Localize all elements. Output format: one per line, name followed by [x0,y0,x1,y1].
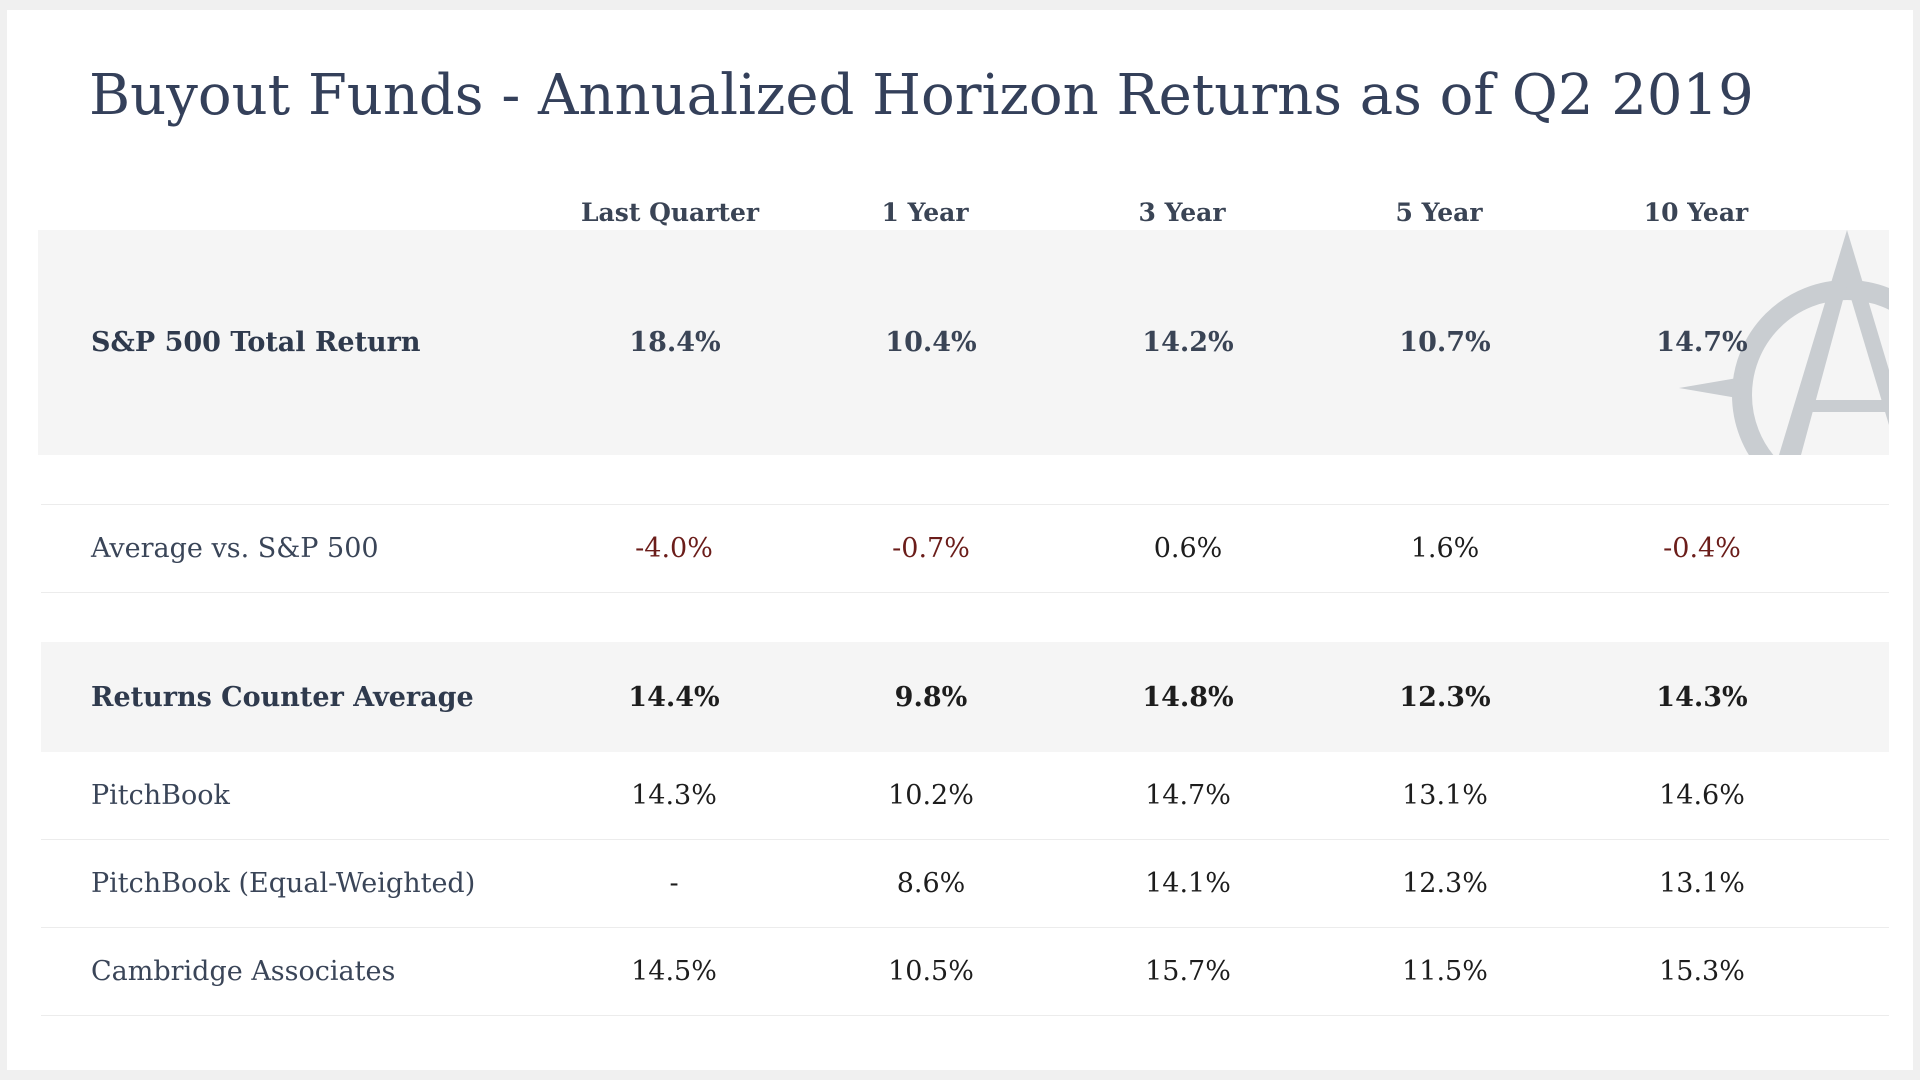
cell-avg-last-quarter: -4.0% [635,533,713,564]
cell-cambridge-1-year: 10.5% [888,956,974,987]
table-row-cambridge-associates: Cambridge Associates 14.5% 10.5% 15.7% 1… [41,928,1889,1016]
cell-pitchbook-eq-10-year: 13.1% [1659,868,1745,899]
table-row-sp500: S&P 500 Total Return 18.4% 10.4% 14.2% 1… [38,230,1889,455]
cell-sp500-3-year: 14.2% [1142,327,1234,358]
table-row-returns-counter-average: Returns Counter Average 14.4% 9.8% 14.8%… [41,642,1889,752]
column-header-last-quarter: Last Quarter [580,198,760,227]
compass-a-logo-icon [1679,230,1889,455]
cell-avg-5-year: 1.6% [1410,533,1480,564]
cell-pitchbook-eq-1-year: 8.6% [896,868,966,899]
cell-counter-10-year: 14.3% [1656,681,1748,713]
cell-pitchbook-5-year: 13.1% [1402,780,1488,811]
cell-pitchbook-eq-3-year: 14.1% [1145,868,1231,899]
row-label-cambridge-associates: Cambridge Associates [91,956,396,987]
cell-counter-3-year: 14.8% [1142,681,1234,713]
column-header-10-year: 10 Year [1643,198,1749,227]
column-header-3-year: 3 Year [1138,198,1226,227]
cell-avg-1-year: -0.7% [892,533,970,564]
cell-sp500-5-year: 10.7% [1399,327,1491,358]
cell-pitchbook-last-quarter: 14.3% [631,780,717,811]
report-page: Buyout Funds - Annualized Horizon Return… [7,10,1913,1070]
cell-pitchbook-1-year: 10.2% [888,780,974,811]
cell-avg-3-year: 0.6% [1153,533,1223,564]
table-row-pitchbook: PitchBook 14.3% 10.2% 14.7% 13.1% 14.6% [41,752,1889,840]
cell-cambridge-10-year: 15.3% [1659,956,1745,987]
cell-avg-10-year: -0.4% [1663,533,1741,564]
cell-counter-5-year: 12.3% [1399,681,1491,713]
cell-pitchbook-eq-last-quarter: - [669,868,679,899]
row-label-returns-counter-average: Returns Counter Average [91,681,474,713]
cell-sp500-10-year: 14.7% [1656,327,1748,358]
column-header-5-year: 5 Year [1395,198,1483,227]
cell-pitchbook-eq-5-year: 12.3% [1402,868,1488,899]
table-row-pitchbook-equal-weighted: PitchBook (Equal-Weighted) - 8.6% 14.1% … [41,840,1889,928]
row-label-average-vs-sp500: Average vs. S&P 500 [91,533,379,564]
column-header-1-year: 1 Year [881,198,969,227]
cell-sp500-last-quarter: 18.4% [629,327,721,358]
row-label-pitchbook: PitchBook [91,780,230,811]
cell-counter-last-quarter: 14.4% [628,681,720,713]
row-label-pitchbook-equal-weighted: PitchBook (Equal-Weighted) [91,868,476,899]
page-title: Buyout Funds - Annualized Horizon Return… [89,63,1754,128]
cell-cambridge-3-year: 15.7% [1145,956,1231,987]
cell-pitchbook-10-year: 14.6% [1659,780,1745,811]
cell-cambridge-last-quarter: 14.5% [631,956,717,987]
cell-cambridge-5-year: 11.5% [1402,956,1488,987]
table-row-average-vs-sp500: Average vs. S&P 500 -4.0% -0.7% 0.6% 1.6… [41,504,1889,593]
row-label-sp500: S&P 500 Total Return [91,327,421,358]
cell-sp500-1-year: 10.4% [885,327,977,358]
cell-pitchbook-3-year: 14.7% [1145,780,1231,811]
cell-counter-1-year: 9.8% [894,681,968,713]
